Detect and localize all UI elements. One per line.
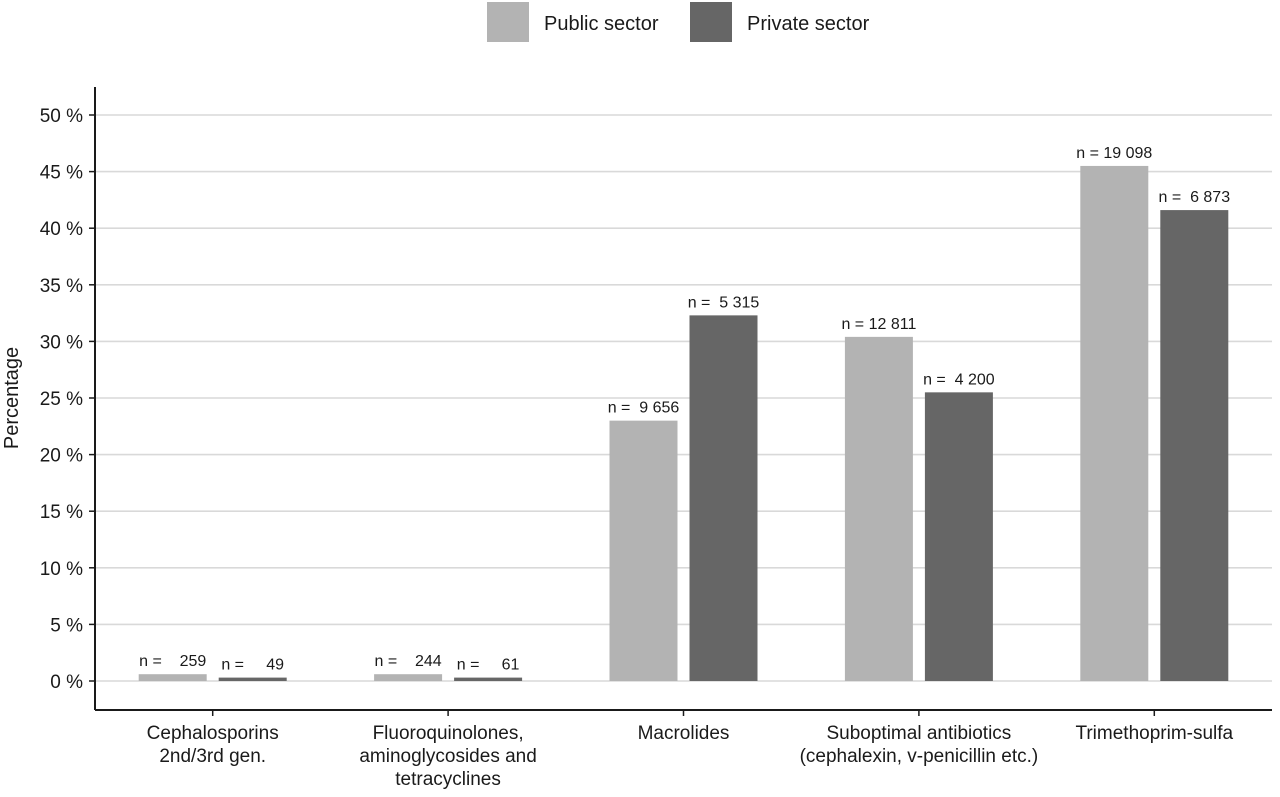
- bar: [844, 336, 913, 681]
- x-tick-label-line: tetracyclines: [395, 769, 501, 790]
- x-tick-label-line: Fluoroquinolones,: [373, 723, 524, 744]
- data-label: n = 5 315: [688, 294, 760, 311]
- y-tick-label: 35 %: [40, 276, 83, 297]
- y-tick-label: 10 %: [40, 559, 83, 580]
- data-label: n = 9 656: [608, 400, 680, 417]
- legend-label: Private sector: [747, 13, 870, 35]
- x-tick-label: Macrolides: [638, 723, 730, 744]
- bar: [1160, 210, 1229, 681]
- data-label: n = 6 873: [1158, 189, 1230, 206]
- x-tick-label-line: 2nd/3rd gen.: [159, 746, 266, 767]
- x-tick-label-line: Trimethoprim-sulfa: [1075, 723, 1233, 744]
- y-tick-label: 20 %: [40, 446, 83, 467]
- gridlines: [95, 114, 1272, 682]
- data-label: n = 4 200: [923, 371, 995, 388]
- y-tick-label: 5 %: [50, 615, 83, 636]
- y-tick-label: 15 %: [40, 502, 83, 523]
- x-tick-label: Trimethoprim-sulfa: [1075, 723, 1233, 744]
- x-tick-label-line: (cephalexin, v-penicillin etc.): [800, 746, 1039, 767]
- y-tick-label: 0 %: [50, 672, 83, 693]
- y-tick-label: 40 %: [40, 219, 83, 240]
- y-tick-labels: 0 % 5 % 10 % 15 % 20 % 25 % 30 % 35 % 40 % 45 % 50…: [40, 106, 83, 693]
- bars: [138, 165, 1229, 681]
- bar: [218, 677, 287, 681]
- data-label: n = 12 811: [841, 316, 916, 333]
- bar: [1080, 165, 1149, 681]
- x-tick-labels: Cephalosporins 2nd/3rd gen. Fluoroquinolon…: [147, 723, 1234, 790]
- x-tick-label: Fluoroquinolones, aminoglycosides and tetr…: [359, 723, 536, 790]
- bar: [609, 420, 678, 681]
- data-label: n = 244: [375, 653, 442, 670]
- data-labels: n = 259 n = 49 n = 244 n = 61 n = 9 656 n = 5…: [139, 145, 1230, 674]
- bar: [374, 674, 443, 681]
- x-tick-label-line: aminoglycosides and: [359, 746, 536, 767]
- y-tick-label: 45 %: [40, 163, 83, 184]
- legend-label: Public sector: [544, 13, 659, 35]
- x-tick-label-line: Cephalosporins: [147, 723, 279, 744]
- x-tick-label-line: Macrolides: [638, 723, 730, 744]
- data-label: n = 61: [457, 657, 520, 674]
- legend: Public sector Private sector: [487, 2, 870, 42]
- legend-swatch: [487, 2, 529, 42]
- bar: [138, 674, 207, 681]
- x-tick-label: Suboptimal antibiotics (cephalexin, v-pen…: [800, 723, 1039, 767]
- data-label: n = 19 098: [1076, 145, 1152, 162]
- y-axis-title: Percentage: [1, 347, 23, 449]
- y-tick-label: 50 %: [40, 106, 83, 127]
- data-label: n = 259: [139, 653, 206, 670]
- bar: [924, 392, 993, 681]
- data-label: n = 49: [221, 657, 284, 674]
- axes: [89, 87, 1272, 716]
- y-tick-label: 30 %: [40, 332, 83, 353]
- x-tick-label: Cephalosporins 2nd/3rd gen.: [147, 723, 279, 767]
- legend-swatch: [690, 2, 732, 42]
- bar: [454, 677, 523, 681]
- x-tick-label-line: Suboptimal antibiotics: [826, 723, 1011, 744]
- bar: [689, 315, 758, 681]
- y-tick-label: 25 %: [40, 389, 83, 410]
